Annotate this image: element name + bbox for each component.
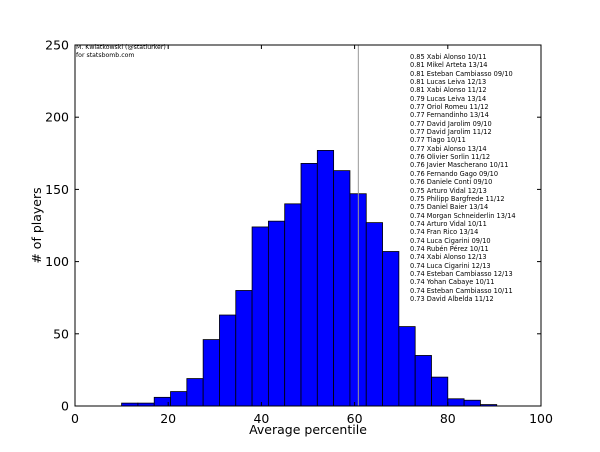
histogram-bar	[267, 220, 286, 407]
x-tick-label: 80	[440, 411, 456, 426]
x-tick-label: 0	[71, 411, 79, 426]
histogram-bar	[333, 170, 351, 407]
histogram-bar	[186, 378, 204, 407]
histogram-bar	[170, 391, 188, 407]
histogram-bar	[235, 290, 253, 407]
player-annotation: 0.81 Xabi Alonso 11/12	[410, 86, 487, 95]
player-annotation: 0.74 Fran Rico 13/14	[410, 228, 479, 237]
player-annotation: 0.85 Xabi Alonso 10/11	[410, 53, 487, 61]
player-annotation: 0.74 Morgan Schneiderlin 13/14	[410, 211, 516, 220]
histogram-bar	[447, 398, 465, 407]
histogram-bar	[219, 314, 237, 407]
player-annotation: 0.77 Xabi Alonso 13/14	[410, 144, 487, 153]
y-tick-label: 0	[61, 399, 69, 414]
histogram-bar	[431, 376, 449, 407]
y-tick-label: 50	[53, 326, 69, 341]
y-tick-label: 250	[45, 38, 69, 53]
x-axis-label: Average percentile	[249, 422, 367, 437]
y-tick-label: 200	[45, 110, 69, 125]
y-axis-ticks: 0 50 100 150 200 250	[45, 38, 541, 414]
player-annotation: 0.76 Daniele Conti 09/10	[410, 178, 493, 187]
player-annotation: 0.77 David Jarolim 11/12	[410, 128, 492, 137]
x-tick-label: 40	[253, 411, 269, 426]
histogram-bar	[284, 203, 302, 407]
player-annotation: 0.81 Mikel Arteta 13/14	[410, 61, 488, 70]
histogram-bar	[398, 326, 416, 407]
histogram-bar	[251, 226, 269, 407]
player-annotation: 0.74 Rubén Pérez 10/11	[410, 244, 489, 253]
player-annotation: 0.81 Lucas Leiva 12/13	[410, 78, 487, 87]
player-annotation: 0.74 Yohan Cabaye 10/11	[410, 278, 495, 287]
top-players-annotation-list: 0.85 Xabi Alonso 10/11 0.81 Mikel Arteta …	[410, 53, 516, 303]
player-annotation: 0.81 Esteban Cambiasso 09/10	[410, 69, 513, 78]
x-axis-ticks: 0 20 40 60 80 100	[71, 45, 553, 426]
y-tick-label: 150	[45, 182, 69, 197]
histogram-bar	[300, 163, 318, 407]
player-annotation: 0.74 Luca Cigarini 12/13	[410, 261, 491, 270]
y-tick-label: 100	[45, 254, 69, 269]
x-tick-label: 100	[529, 411, 553, 426]
histogram-bar	[414, 355, 432, 407]
player-annotation: 0.74 Arturo Vidal 10/11	[410, 219, 487, 228]
player-annotation: 0.77 Tiago 10/11	[410, 136, 466, 145]
x-tick-label: 60	[347, 411, 363, 426]
player-annotation: 0.79 Lucas Leiva 13/14	[410, 94, 487, 103]
player-annotation: 0.74 Xabi Alonso 12/13	[410, 253, 487, 262]
credit-source: for statsbomb.com	[76, 52, 135, 59]
y-axis-label: # of players	[29, 187, 44, 263]
player-annotation: 0.74 Esteban Cambiasso 10/11	[410, 286, 513, 295]
player-annotation: 0.77 Fernandinho 13/14	[410, 111, 489, 120]
histogram-bar	[365, 222, 383, 407]
player-annotation: 0.76 Olivier Sorlin 11/12	[410, 153, 491, 162]
player-annotation: 0.75 Arturo Vidal 12/13	[410, 186, 487, 195]
histogram-bar	[382, 251, 400, 407]
histogram-bar	[463, 399, 481, 407]
player-annotation: 0.75 Philipp Bargfrede 11/12	[410, 194, 505, 203]
x-tick-label: 20	[160, 411, 176, 426]
player-annotation: 0.77 David Jarolim 09/10	[410, 119, 492, 128]
player-annotation: 0.74 Luca Cigarini 09/10	[410, 236, 491, 245]
player-annotation: 0.75 Daniel Baier 13/14	[410, 203, 489, 212]
player-annotation: 0.76 Javier Mascherano 10/11	[410, 161, 509, 170]
credit-author: M. Kwiatkowski (@statlurker)	[76, 44, 166, 51]
player-annotation: 0.77 Oriol Romeu 11/12	[410, 103, 489, 112]
player-annotation: 0.76 Fernando Gago 09/10	[410, 169, 499, 178]
player-annotation: 0.73 David Albelda 11/12	[410, 294, 494, 303]
histogram-bar	[316, 150, 335, 407]
player-annotation: 0.74 Esteban Cambiasso 12/13	[410, 269, 513, 278]
plot-frame	[74, 44, 542, 407]
histogram-bar	[202, 339, 220, 407]
